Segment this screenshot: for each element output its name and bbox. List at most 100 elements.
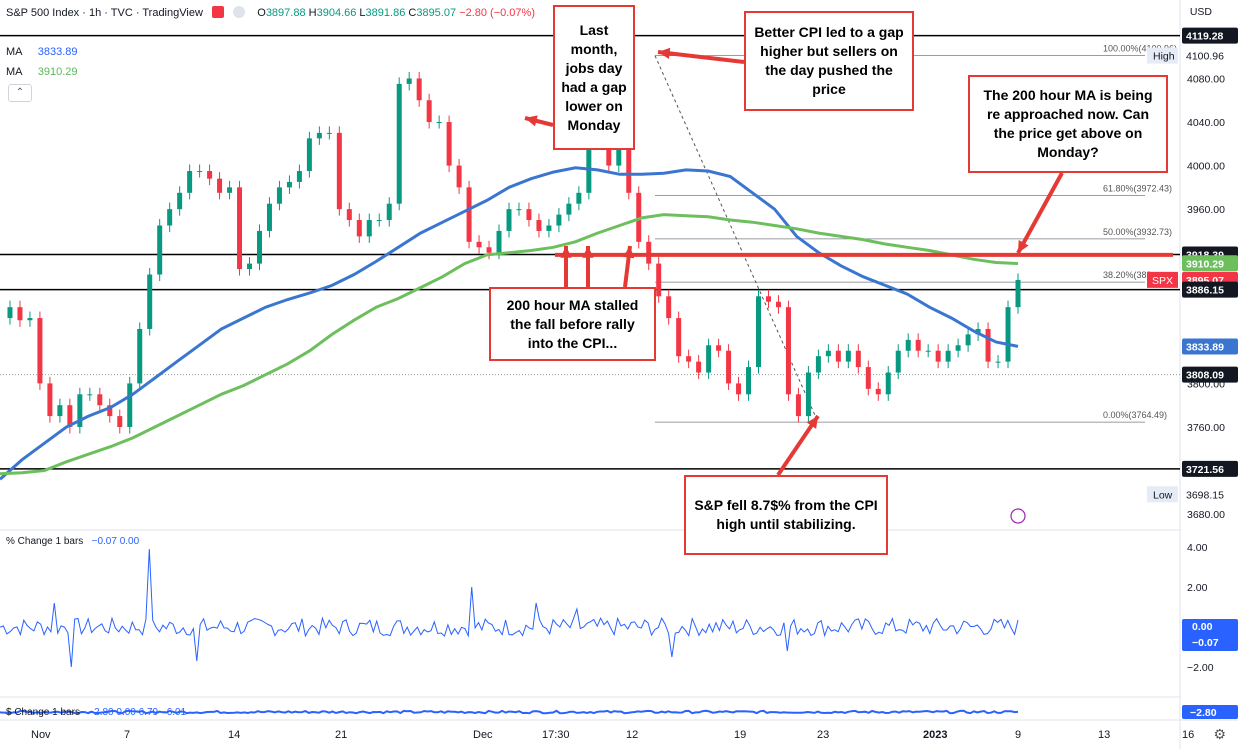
candle-body [676,318,682,357]
price-tag-bg [1182,366,1238,383]
candle-body [326,132,332,134]
candle-body [356,220,362,237]
candle-body [336,132,342,210]
arrow-stall-3-head [622,246,635,259]
x-tick-label: 2023 [923,729,947,741]
arrow-cpi-gap [657,50,745,64]
candle-body [616,143,622,166]
candle-body [795,394,801,417]
candle-body [945,350,951,362]
candle-body [27,318,33,321]
candle-body [217,178,223,193]
candle-body [197,171,203,173]
x-tick-label: Dec [473,729,493,741]
osc-zero-tag: 0.00 [1192,621,1213,633]
price-tag-bg [1182,338,1238,355]
candle-body [346,209,352,221]
price-tag-value: 3698.15 [1186,489,1224,501]
candle-body [266,203,272,231]
ma-fast-line [0,166,1019,481]
candle-body [1005,307,1011,362]
osc-tick-label: 2.00 [1187,582,1208,594]
candle-body [865,367,871,389]
price-tag-value: 4119.28 [1186,31,1224,43]
candle-body [706,345,712,373]
candle-body [456,165,462,188]
annotation-ma200-approach: The 200 hour MA is being re approached n… [968,75,1168,173]
more-icon[interactable] [233,6,246,18]
chart-header: S&P 500 Index · 1h · TVC · TradingView O… [6,6,535,19]
candle-body [496,230,502,253]
candle-body [905,339,911,351]
price-tag-bg [1182,460,1238,477]
candle-body [97,394,103,406]
arrow-ma200 [1016,172,1064,254]
high-tag-bg [1147,47,1178,64]
y-tick-label: 3960.00 [1187,204,1225,216]
arrow-jobs-day-head [525,115,538,127]
x-tick-label: 23 [817,729,829,741]
currency-label[interactable]: USD [1189,6,1212,18]
candle-body [746,367,752,395]
candle-body [436,122,442,124]
candle-body [885,372,891,395]
candle-body [536,220,542,231]
annotation-ma-stalled: 200 hour MA stalled the fall before rall… [489,287,656,361]
y-tick-label: 4000.00 [1187,161,1225,173]
candle-body [526,209,532,221]
candle-body [696,361,702,373]
candle-body [995,361,1001,363]
candle-body [406,78,412,84]
candle-body [646,241,652,264]
ma-fast-legend[interactable]: MA 3833.89 [6,46,78,58]
spx-tag-bg [1147,271,1178,288]
x-tick-label: 21 [335,729,347,741]
candle-body [756,296,762,368]
candle-body [775,301,781,308]
candle-body [486,247,492,253]
candle-body [237,187,243,270]
x-tick-label: 7 [124,729,130,741]
candle-body [67,405,73,427]
candle-body [47,383,53,417]
close-value: 3895.07 [416,7,457,19]
candle-body [137,328,143,384]
price-tag-bg [1182,27,1238,44]
ma-slow-legend[interactable]: MA 3910.29 [6,66,78,78]
osc-tick-label: −2.00 [1187,662,1214,674]
candle-body [386,203,392,221]
candle-body [296,171,302,182]
candle-body [207,171,213,179]
candle-body [626,143,632,193]
price-tag-value: 3910.29 [1186,258,1224,270]
arrow-cpi-low [776,414,820,477]
x-tick-label: 19 [734,729,746,741]
candle-body [77,394,83,427]
candle-body [636,192,642,242]
settings-gear-icon[interactable]: ⚙ [1213,726,1226,742]
alert-icon[interactable] [211,6,224,18]
annotation-jobs-day: Last month, jobs day had a gap lower on … [553,5,635,150]
candle-body [656,263,662,297]
arrow-stall-1-head [560,246,572,258]
symbol-title[interactable]: S&P 500 Index · 1h · TVC · TradingView [6,7,203,19]
fib-level-label: 0.00%(3764.49) [1103,410,1167,420]
x-tick-label: 9 [1015,729,1021,741]
candle-body [875,388,881,395]
change-value: −2.80 (−0.07%) [459,7,535,19]
candle-body [466,187,472,242]
osc2-legend[interactable]: $ Change 1 bars −2.80 0.00 6.79 −6.01 [6,707,187,718]
candle-body [516,209,522,211]
x-tick-label: 12 [626,729,638,741]
x-tick-label: Nov [31,729,51,741]
osc1-legend[interactable]: % Change 1 bars −0.07 0.00 [6,536,140,547]
collapse-legend-button[interactable]: ⌃ [8,84,32,102]
price-tag-value: 3833.89 [1186,342,1224,354]
arrow-stall-2-head [582,246,594,258]
high-tag: High [1153,51,1175,63]
arrow-ma200-head [1018,240,1029,253]
candle-body [7,307,13,319]
candle-body [895,350,901,373]
